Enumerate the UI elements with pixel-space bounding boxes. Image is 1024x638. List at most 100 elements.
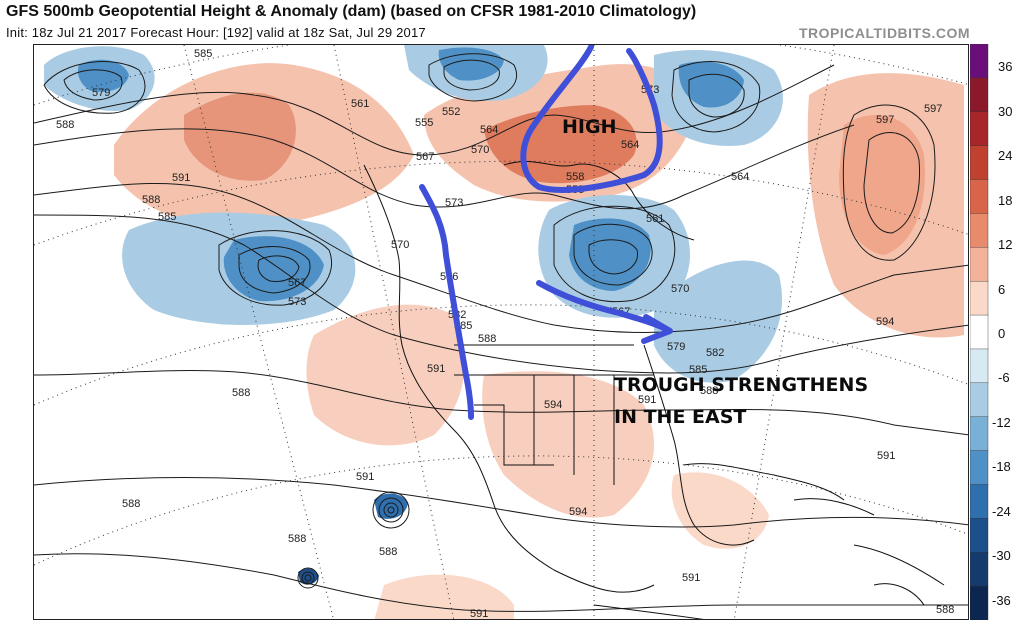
- contour-label: 564: [731, 171, 749, 183]
- contour-label: 588: [478, 333, 496, 345]
- colorbar-tick-label: 12: [998, 237, 1012, 252]
- contour-label: 591: [877, 450, 895, 462]
- contour-label: 567: [288, 277, 306, 289]
- colorbar-tick-label: 0: [998, 326, 1005, 341]
- colorbar-swatch: [969, 314, 989, 350]
- lat-lon-grid: [34, 45, 968, 619]
- contour-label: 588: [232, 387, 250, 399]
- contour-label: 588: [142, 194, 160, 206]
- colorbar-ticks: 36 30 24 18 12 6 0 -6 -12 -18 -24 -30 -3…: [992, 59, 1012, 608]
- trough-label-line2: IN THE EAST: [614, 406, 746, 428]
- annotation-marks: [419, 45, 673, 420]
- contour-label: 552: [442, 106, 460, 118]
- colorbar-swatch: [969, 43, 989, 79]
- colorbar-swatch: [969, 585, 989, 621]
- cool-anomaly-hurricane-1: [374, 493, 408, 519]
- contour-label: 570: [391, 239, 409, 251]
- colorbar-svg: 36 30 24 18 12 6 0 -6 -12 -18 -24 -30 -3…: [969, 43, 1012, 621]
- contour-label: 564: [621, 139, 639, 151]
- warm-anomaly-west-us: [306, 304, 465, 446]
- contour-label: 585: [158, 211, 176, 223]
- trough-label-line1: TROUGH STRENGTHENS: [614, 374, 868, 396]
- chart-subtitle: Init: 18z Jul 21 2017 Forecast Hour: [19…: [6, 25, 426, 40]
- ridge-axis-line: [419, 184, 474, 420]
- contour-label: 588: [379, 546, 397, 558]
- colorbar-tick-label: -6: [998, 370, 1010, 385]
- warm-anomaly-south-atl: [671, 472, 769, 549]
- warm-anomaly-northpacific-core: [184, 92, 296, 181]
- contour-label: 573: [288, 296, 306, 308]
- contour-label: 555: [415, 117, 433, 129]
- weather-map: 585 579 588 591 588 585 567 573 570 561 …: [34, 45, 968, 620]
- colorbar-swatch: [969, 348, 989, 384]
- colorbar-swatch: [969, 77, 989, 113]
- contour-label: 570: [471, 144, 489, 156]
- colorbar-swatch: [969, 145, 989, 181]
- colorbar-swatch: [969, 416, 989, 452]
- contour-label: 594: [569, 506, 587, 518]
- chart-title: GFS 500mb Geopotential Height & Anomaly …: [6, 3, 697, 20]
- contour-label: 594: [876, 316, 894, 328]
- contour-label: 591: [638, 394, 656, 406]
- warm-anomaly-gulf: [482, 371, 654, 518]
- contour-label: 588: [122, 498, 140, 510]
- colorbar-swatch: [969, 111, 989, 147]
- anomaly-colorbar: 36 30 24 18 12 6 0 -6 -12 -18 -24 -30 -3…: [969, 43, 1024, 621]
- colorbar-swatch: [969, 518, 989, 553]
- colorbar-swatch: [969, 213, 989, 248]
- colorbar-tick-label: 18: [998, 193, 1012, 208]
- height-contours: [34, 53, 968, 612]
- contour-label: 591: [356, 471, 374, 483]
- cool-anomaly-east-coast: [654, 260, 782, 383]
- contour-label: 585: [689, 364, 707, 376]
- colorbar-tick-label: 6: [998, 282, 1005, 297]
- contour-label: 591: [470, 608, 488, 620]
- contour-label: 585: [194, 48, 212, 60]
- colorbar-swatch: [969, 179, 989, 215]
- warm-anomaly-pacific-south: [374, 574, 514, 619]
- annotation-text: HIGH TROUGH STRENGTHENS IN THE EAST: [562, 116, 868, 428]
- colorbar-swatch: [969, 280, 989, 316]
- contour-label: 597: [924, 103, 942, 115]
- contour-label: 588: [288, 533, 306, 545]
- contour-label: 561: [351, 98, 369, 110]
- trough-arrow-head: [641, 314, 673, 344]
- contour-label: 588: [56, 119, 74, 131]
- contour-label: 564: [480, 124, 498, 136]
- site-brand[interactable]: TROPICALTIDBITS.COM: [798, 25, 970, 41]
- colorbar-tick-label: 24: [998, 148, 1012, 163]
- colorbar-swatch: [969, 247, 989, 282]
- contour-label: 570: [671, 283, 689, 295]
- colorbar-swatch: [969, 450, 989, 486]
- cool-anomaly-greenland-core: [678, 61, 744, 108]
- map-panel: 585 579 588 591 588 585 567 573 570 561 …: [33, 44, 969, 620]
- contour-label: 588: [700, 385, 718, 397]
- colorbar-tick-label: 36: [998, 59, 1012, 74]
- contour-label: 591: [172, 172, 190, 184]
- colorbar-swatches: [969, 43, 989, 621]
- coastlines: [363, 161, 945, 619]
- colorbar-tick-label: -36: [992, 593, 1011, 608]
- contour-label: 594: [544, 399, 562, 411]
- colorbar-tick-label: -12: [992, 415, 1011, 430]
- cool-anomaly-hudson-core: [569, 218, 651, 291]
- contour-label: 582: [706, 347, 724, 359]
- positive-anomaly-shading: [114, 63, 964, 619]
- warm-anomaly-atlantic-core: [839, 115, 925, 255]
- colorbar-swatch: [969, 382, 989, 418]
- colorbar-tick-label: -18: [992, 459, 1011, 474]
- contour-label: 597: [876, 114, 894, 126]
- contour-label: 561: [646, 213, 664, 225]
- contour-label: 591: [427, 363, 445, 375]
- high-outline: [520, 45, 663, 193]
- colorbar-tick-label: -30: [992, 548, 1011, 563]
- colorbar-tick-label: -24: [992, 504, 1011, 519]
- colorbar-swatch: [969, 484, 989, 520]
- contour-label: 573: [445, 197, 463, 209]
- header: GFS 500mb Geopotential Height & Anomaly …: [0, 0, 1024, 44]
- cool-anomaly-aleutian-core: [77, 59, 129, 92]
- contour-label: 558: [566, 171, 584, 183]
- high-label: HIGH: [562, 116, 616, 138]
- contour-label: 567: [416, 151, 434, 163]
- colorbar-swatch: [969, 552, 989, 587]
